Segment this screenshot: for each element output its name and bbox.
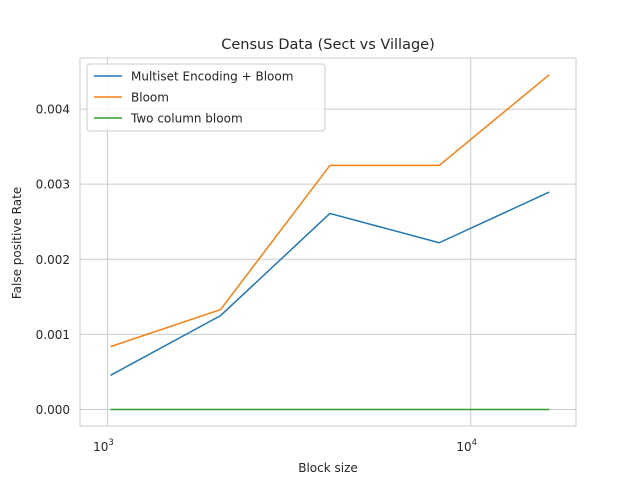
y-tick-label: 0.000 xyxy=(36,403,70,417)
x-tick-base: 10 xyxy=(93,440,108,454)
y-tick-label: 0.003 xyxy=(36,178,70,192)
x-axis-label: Block size xyxy=(298,461,358,475)
series-lines xyxy=(110,74,550,411)
x-tick-label: 104 xyxy=(456,438,477,454)
legend: Multiset Encoding + Bloom Bloom Two column… xyxy=(86,63,326,132)
x-tick-exponent: 3 xyxy=(108,438,113,448)
legend-label: Multiset Encoding + Bloom xyxy=(131,70,293,84)
legend-box xyxy=(86,63,326,132)
y-axis-label: False positive Rate xyxy=(10,187,24,299)
legend-label: Bloom xyxy=(131,91,169,105)
x-tick-label: 103 xyxy=(93,438,114,454)
y-tick-label: 0.004 xyxy=(36,103,70,117)
x-tick-base: 10 xyxy=(456,440,471,454)
plot-frame xyxy=(79,57,577,427)
chart-title: Census Data (Sect vs Village) xyxy=(221,37,435,53)
y-tick-label: 0.001 xyxy=(36,328,70,342)
x-tick-exponent: 4 xyxy=(472,438,477,448)
series-line-0 xyxy=(110,191,550,376)
series-line-1 xyxy=(110,74,550,348)
legend-label: Two column bloom xyxy=(130,112,243,126)
y-tick-label: 0.002 xyxy=(36,253,70,267)
